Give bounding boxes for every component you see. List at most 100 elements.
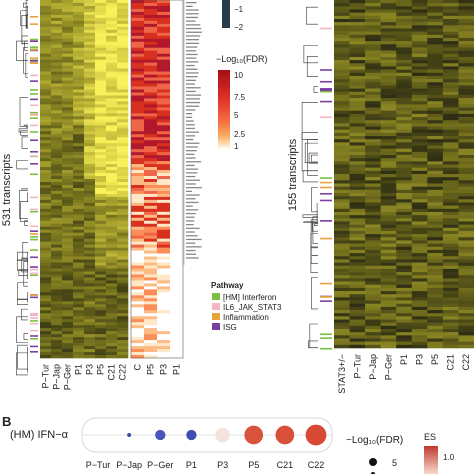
heatmap-cell	[106, 167, 118, 171]
right-heatmap-cell	[380, 3, 397, 7]
fdr-cell	[131, 334, 145, 338]
right-heatmap-cell	[442, 278, 459, 282]
right-heatmap-cell	[396, 344, 413, 349]
fdr-cell	[131, 337, 145, 341]
right-dendrogram	[301, 6, 318, 349]
fdr-cell	[131, 29, 145, 34]
heatmap-cell	[117, 92, 129, 96]
right-heatmap-cell	[411, 208, 428, 213]
right-heatmap-cell	[411, 44, 428, 48]
heatmap-cell	[62, 199, 74, 204]
fdr-cell	[131, 316, 145, 320]
heatmap-cell	[73, 238, 85, 242]
heatmap-cell	[95, 199, 107, 204]
right-heatmap-cell	[334, 218, 350, 222]
right-heatmap-cell	[411, 174, 428, 178]
heatmap-cell	[84, 262, 96, 266]
fdr-cell	[170, 53, 184, 57]
heatmap-cell	[51, 119, 63, 123]
right-heatmap-cell	[365, 186, 381, 191]
fdr-cell	[157, 250, 171, 254]
heatmap-cell	[95, 38, 107, 43]
heatmap-cell	[95, 184, 107, 189]
right-heatmap-cell	[427, 37, 444, 42]
right-heatmap-cell	[458, 297, 474, 301]
right-heatmap-cell	[442, 158, 459, 162]
heatmap-cell	[62, 325, 74, 329]
right-heatmap-cell	[442, 37, 459, 42]
heatmap-cell	[73, 14, 85, 19]
heatmap-cell	[40, 253, 52, 257]
right-heatmap-cell	[365, 218, 381, 222]
right-heatmap-cell	[365, 94, 381, 99]
right-heatmap-cell	[365, 53, 381, 58]
right-heatmap-cell	[365, 249, 381, 254]
heatmap-cell	[106, 110, 118, 114]
heatmap-cell	[84, 271, 96, 275]
heatmap-cell	[51, 26, 63, 31]
right-heatmap-cell	[396, 88, 413, 93]
heatmap-cell	[84, 53, 96, 57]
heatmap-cell	[95, 50, 107, 54]
heatmap-cell	[95, 92, 107, 96]
right-heatmap-cell	[380, 151, 397, 156]
right-heatmap-cell	[442, 237, 459, 241]
fdr-cell	[170, 193, 184, 198]
right-heatmap-cell	[334, 221, 350, 225]
heatmap-cell	[84, 325, 96, 329]
right-heatmap-cell	[427, 79, 444, 83]
right-heatmap-cell	[458, 249, 474, 254]
right-heatmap-col-label: P3	[415, 354, 425, 365]
right-heatmap-cell	[458, 142, 474, 146]
heatmap-cell	[117, 35, 129, 40]
right-heatmap-cell	[427, 145, 444, 149]
heatmap-cell	[95, 334, 107, 338]
fdr-cell	[170, 128, 184, 132]
heatmap-cell	[51, 146, 63, 150]
heatmap-cell	[40, 83, 52, 87]
fdr-cell	[144, 346, 158, 350]
fdr-cell	[144, 167, 158, 171]
fdr-cell	[157, 140, 171, 144]
right-heatmap-cell	[365, 246, 381, 251]
right-heatmap-cell	[334, 161, 350, 165]
fdr-cell	[144, 80, 158, 84]
heatmap-cell	[117, 173, 129, 177]
heatmap-cell	[117, 179, 129, 183]
heatmap-cell	[73, 119, 85, 123]
heatmap-cell	[40, 304, 52, 308]
right-heatmap-col-label: STAT3+/−	[337, 354, 347, 394]
heatmap-cell	[51, 205, 63, 210]
heatmap-cell	[84, 101, 96, 105]
heatmap-cell	[73, 101, 85, 105]
heatmap-cell	[84, 292, 96, 296]
heatmap-cell	[51, 80, 63, 84]
heatmap-cell	[84, 20, 96, 25]
right-heatmap-cell	[442, 259, 459, 263]
heatmap-cell	[73, 208, 85, 213]
heatmap-cell	[106, 134, 118, 138]
fdr-cell	[131, 196, 145, 201]
heatmap-cell	[95, 211, 107, 216]
right-heatmap-cell	[442, 0, 459, 4]
right-heatmap-cell	[349, 259, 366, 263]
heatmap-cell	[106, 280, 118, 284]
heatmap-col-label: P3	[85, 364, 95, 375]
fdr-cell	[170, 65, 184, 69]
right-heatmap-cell	[427, 129, 444, 134]
fdr-cell	[157, 167, 171, 171]
heatmap-cell	[40, 313, 52, 317]
fdr-cell	[131, 125, 145, 129]
heatmap-cell	[62, 214, 74, 219]
heatmap-cell	[117, 334, 129, 338]
right-heatmap-cell	[442, 148, 459, 153]
right-heatmap-cell	[411, 91, 428, 96]
right-heatmap-cell	[396, 170, 413, 175]
fdr-cell	[131, 14, 145, 19]
fdr-cell	[170, 113, 184, 117]
heatmap-cell	[51, 134, 63, 138]
heatmap-cell	[117, 307, 129, 311]
right-heatmap-cell	[365, 136, 381, 140]
right-heatmap-cell	[396, 310, 413, 314]
fdr-cell	[157, 83, 171, 87]
